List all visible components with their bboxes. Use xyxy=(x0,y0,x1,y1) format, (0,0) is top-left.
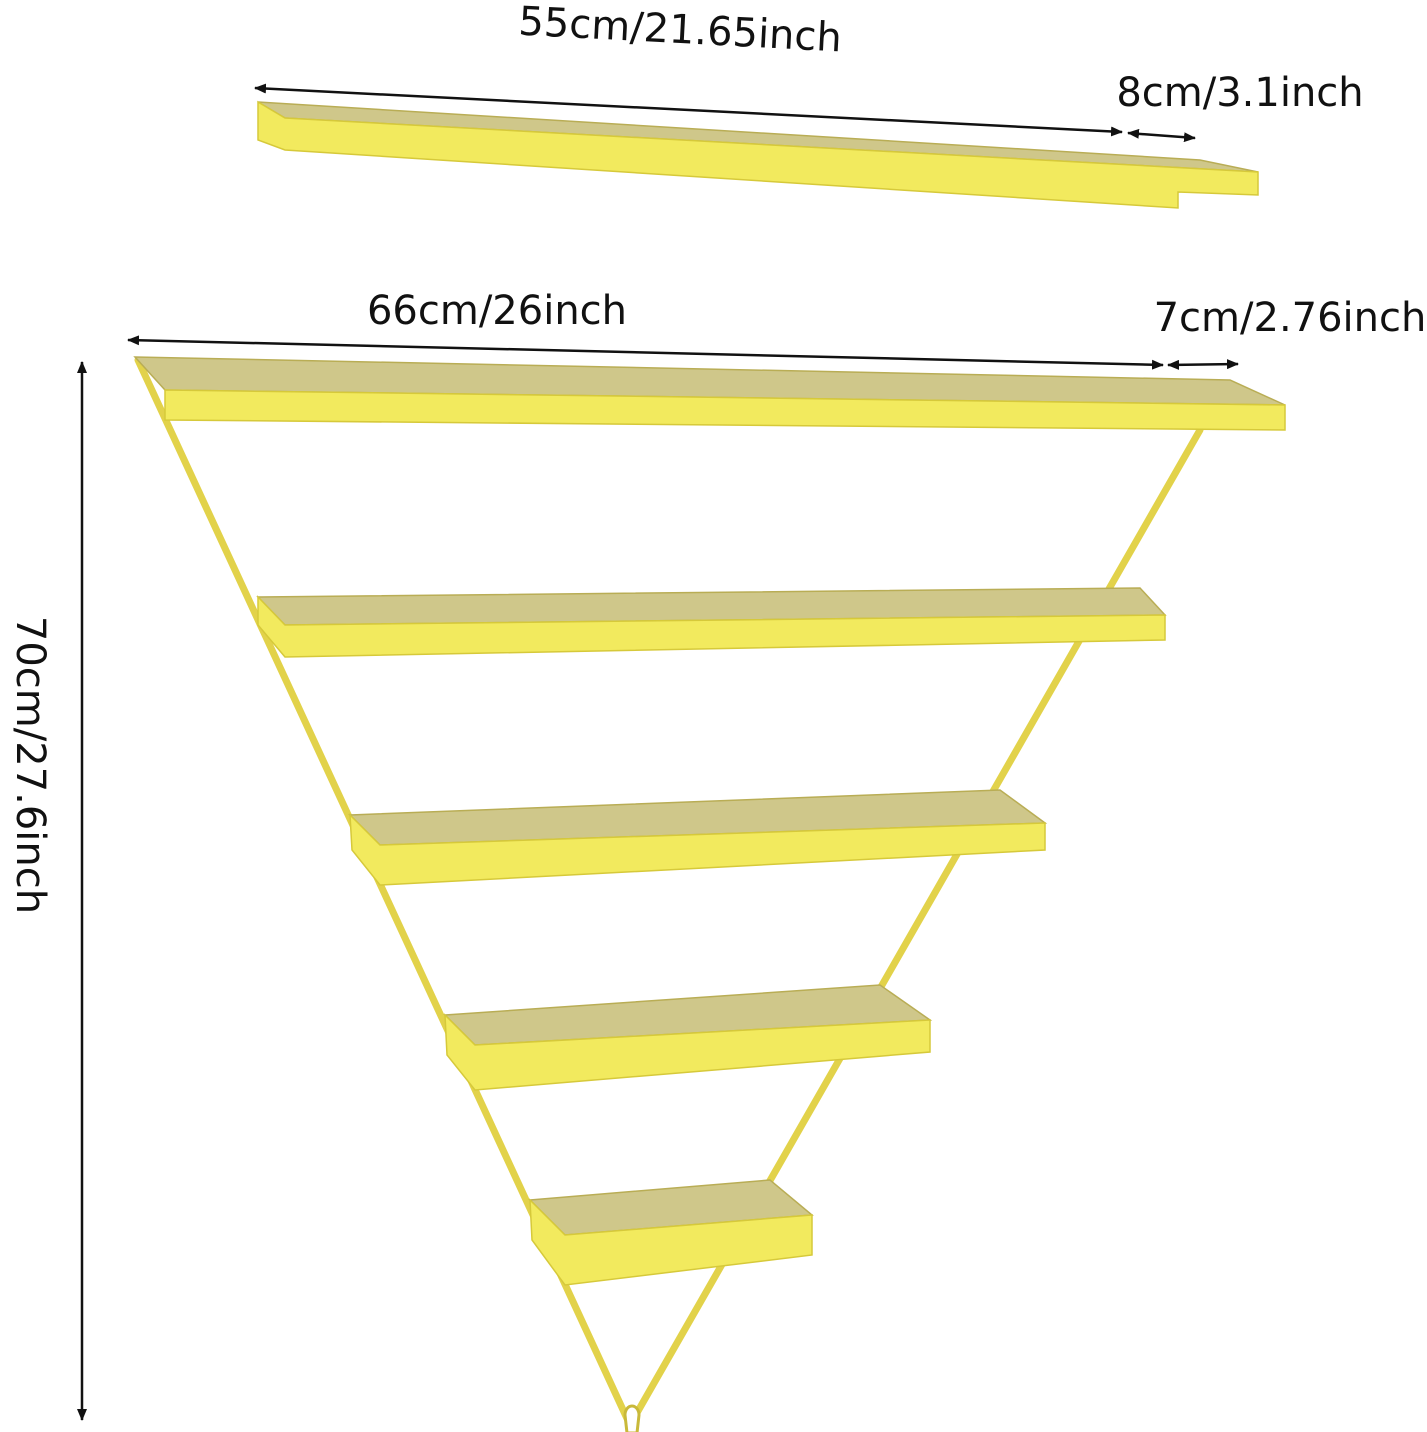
dimension-arrows xyxy=(77,83,1239,1421)
shelves xyxy=(133,356,1286,1432)
dimension-label: 7cm/2.76inch xyxy=(1154,295,1427,341)
upper-shelf xyxy=(257,100,1259,209)
dimension-label: 8cm/3.1inch xyxy=(1116,70,1363,116)
dimension-label: 70cm/27.6inch xyxy=(7,616,53,914)
dimension-label: 55cm/21.65inch xyxy=(517,0,843,61)
dimension-label: 66cm/26inch xyxy=(367,288,627,334)
